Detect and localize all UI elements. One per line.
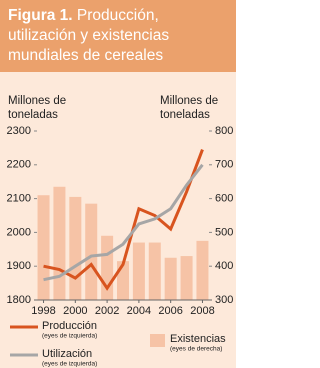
legend-note: (eyes de derecha) xyxy=(170,346,222,353)
chart: 1800 1900 2000 2100 2200 2300 300 400 500 600 700 8… xyxy=(7,125,234,368)
x-tick-label: 1998 xyxy=(31,305,55,317)
bar xyxy=(148,242,161,300)
bar xyxy=(164,257,177,300)
legend-note: (eyes de izquierda) xyxy=(42,333,97,340)
title-prefix: Figura 1. xyxy=(8,7,73,24)
y2-tick-label: 800 xyxy=(215,125,233,137)
line xyxy=(43,149,204,291)
y2-tick-label: 600 xyxy=(215,193,233,205)
x-tick-label: 2000 xyxy=(63,305,87,317)
y2-tick-label: 400 xyxy=(215,260,233,272)
x-tick-label: 2002 xyxy=(95,305,119,317)
legend-label: Existencias xyxy=(170,333,226,345)
y-tick-label: 2100 xyxy=(7,193,31,205)
bar xyxy=(69,196,82,300)
y-tick-label: 1900 xyxy=(7,260,31,272)
title: Producción, utilización y existencias mu… xyxy=(8,7,170,64)
bar xyxy=(132,242,145,300)
y2-axis-label: Millones de toneladas xyxy=(160,95,219,121)
y-tick-label: 2300 xyxy=(7,125,31,137)
x-tick-label: 2006 xyxy=(158,305,182,317)
bar xyxy=(37,195,50,300)
line xyxy=(43,163,204,282)
legend-label: Utilización xyxy=(42,348,92,360)
y2-tick-label: 500 xyxy=(215,226,233,238)
y-tick-label: 1800 xyxy=(7,294,31,306)
bar xyxy=(53,186,66,300)
header: Figura 1. Producción, utilización y exis… xyxy=(0,0,236,72)
legend-swatch xyxy=(150,334,165,347)
bar xyxy=(180,256,193,300)
figure: Figura 1. Producción, utilización y exis… xyxy=(0,0,236,368)
bar xyxy=(196,240,209,300)
bar xyxy=(85,203,98,300)
legend-label: Producción xyxy=(42,320,97,332)
y-tick-label: 2200 xyxy=(7,159,31,171)
y2-tick-label: 300 xyxy=(215,294,233,306)
y-tick-label: 2000 xyxy=(7,226,31,238)
legend-note: (eyes de izquierda) xyxy=(42,361,97,368)
y-axis-label: Millones de toneladas xyxy=(8,95,67,121)
x-tick-label: 2008 xyxy=(190,305,214,317)
y2-tick-label: 700 xyxy=(215,159,233,171)
x-tick-label: 2004 xyxy=(127,305,151,317)
